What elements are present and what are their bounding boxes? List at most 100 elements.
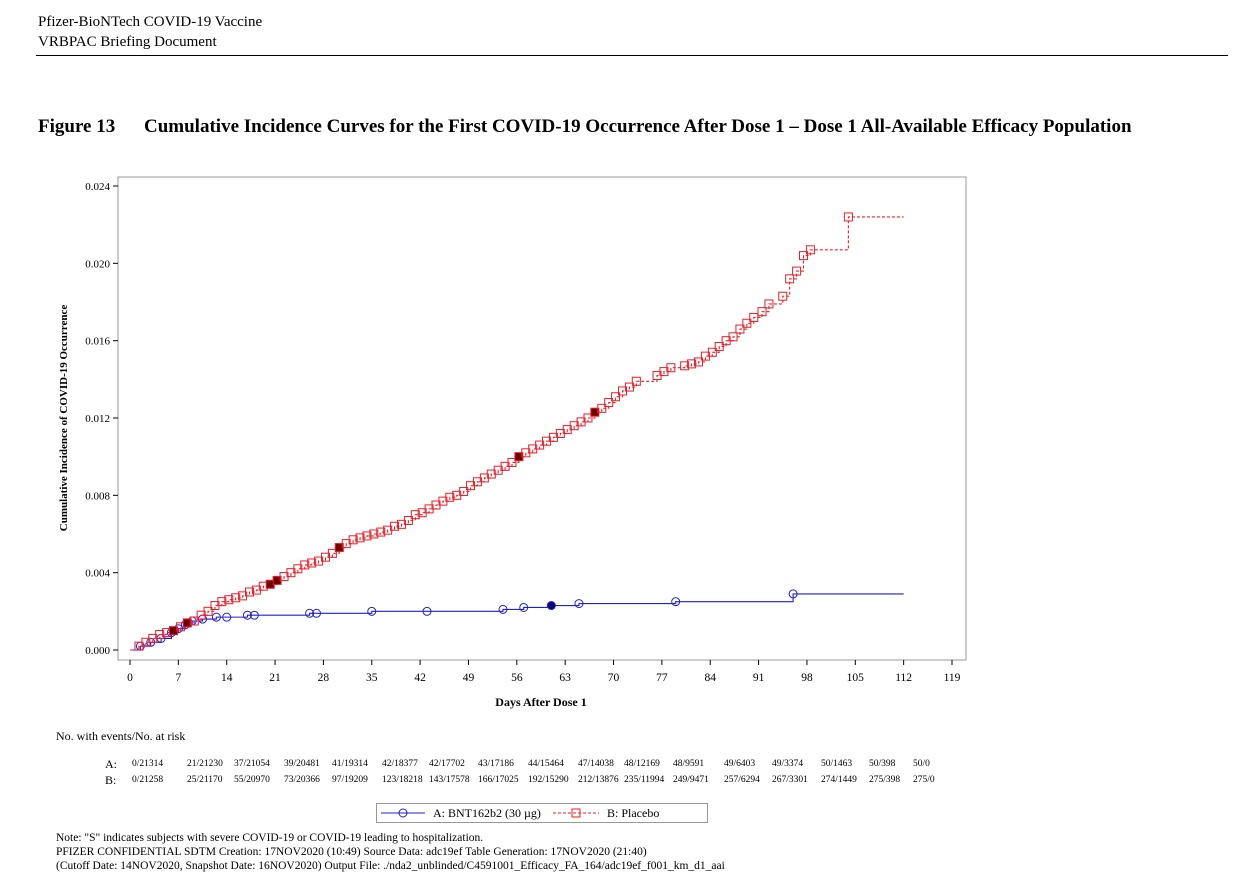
risk-cell: 44/15464: [528, 759, 564, 769]
series-line-1: [130, 216, 904, 651]
risk-cell: 212/13876: [578, 775, 619, 785]
series-0-point-11: [242, 610, 252, 620]
series-1-point-72: [624, 382, 634, 392]
series-1-point-76: [666, 363, 676, 373]
series-1-point-36: [376, 527, 386, 537]
legend-graphics: A: BNT162b2 (30 µg) B: Placebo: [381, 806, 659, 820]
risk-cell: 73/20366: [284, 775, 320, 785]
risk-cell: 274/1449: [821, 775, 857, 785]
risk-cell: 39/20481: [284, 759, 320, 769]
header-line-2: VRBPAC Briefing Document: [38, 34, 217, 50]
series-0-point-12: [249, 610, 259, 620]
x-tick-label-16: 112: [895, 672, 912, 684]
risk-cell: 97/19209: [332, 775, 368, 785]
series-1-point-70: [611, 392, 621, 402]
x-tick-label-4: 28: [318, 672, 330, 684]
series-1-point-35: [369, 529, 379, 539]
series-1-point-41: [410, 510, 420, 520]
series-0-point-9: [211, 612, 221, 622]
series-1-point-79: [693, 357, 703, 367]
risk-cell: 43/17186: [478, 759, 514, 769]
risk-cell: 25/21170: [187, 775, 223, 785]
series-0-point-19: [546, 601, 556, 611]
series-1-point-17: [245, 587, 255, 597]
x-tick-label-3: 21: [269, 672, 281, 684]
risk-cell: 47/14038: [578, 759, 614, 769]
header-rule: [36, 55, 1228, 56]
y-tick-label-6: 0.024: [85, 181, 110, 193]
series-0-point-18: [519, 602, 529, 612]
series-0-point-17: [498, 604, 508, 614]
figure-title: Figure 13 Cumulative Incidence Curves for…: [38, 115, 1218, 138]
series-1-point-87: [749, 312, 759, 322]
risk-cell: 49/6403: [724, 759, 756, 769]
series-1-point-73: [631, 376, 641, 386]
risk-cell: 48/12169: [624, 759, 660, 769]
risk-cell: 55/20970: [234, 775, 270, 785]
series-0-point-13: [305, 608, 315, 618]
risk-cell: 143/17578: [429, 775, 470, 785]
risk-cell: 50/0: [913, 759, 930, 769]
series-0-point-14: [312, 608, 322, 618]
risk-cell: 42/17702: [429, 759, 465, 769]
risk-table-title: No. with events/No. at risk: [56, 729, 186, 743]
y-tick-label-0: 0.000: [85, 645, 110, 657]
risk-cell: 257/6294: [724, 775, 760, 785]
risk-cell: 50/1463: [821, 759, 853, 769]
y-tick-label-5: 0.020: [85, 258, 110, 270]
series-1-point-86: [742, 318, 752, 328]
series-1-point-81: [707, 347, 717, 357]
risk-cell: 42/18377: [382, 759, 418, 769]
series-0-point-22: [788, 589, 798, 599]
x-tick-label-11: 77: [656, 672, 668, 684]
series-1-point-91: [785, 274, 795, 284]
risk-cell: 275/0: [913, 775, 935, 785]
risk-cell: 21/21230: [187, 759, 223, 769]
series-1-point-92: [792, 266, 802, 276]
series-1-point-66: [583, 413, 593, 423]
series-1-point-55: [507, 457, 517, 467]
risk-cell: 48/9591: [673, 759, 705, 769]
series-1-point-38: [390, 521, 400, 531]
series-1-point-69: [604, 398, 614, 408]
series-1-point-95: [843, 212, 853, 222]
risk-cell: 37/21054: [234, 759, 270, 769]
series-0-point-21: [671, 597, 681, 607]
x-tick-label-1: 7: [175, 672, 181, 684]
series-1-point-78: [687, 359, 697, 369]
x-tick-label-7: 49: [463, 672, 475, 684]
series-1-point-8: [182, 618, 192, 628]
series-1-point-11: [203, 606, 213, 616]
risk-cell: 166/17025: [478, 775, 519, 785]
footnote-3: (Cutoff Date: 14NOV2020, Snapshot Date: …: [56, 860, 725, 872]
risk-cell: 192/15290: [528, 775, 569, 785]
y-tick-label-3: 0.012: [85, 413, 110, 425]
series-1-point-68: [597, 403, 607, 413]
risk-row-label: A:: [105, 757, 117, 771]
risk-cell: 235/11994: [624, 775, 665, 785]
x-tick-label-0: 0: [127, 672, 133, 684]
series-1-point-9: [189, 616, 199, 626]
x-tick-label-14: 98: [801, 672, 813, 684]
document-header: Pfizer-BioNTech COVID-19 Vaccine VRBPAC …: [38, 12, 262, 52]
x-tick-label-17: 119: [944, 672, 961, 684]
risk-cell: 50/398: [869, 759, 896, 769]
series-1-point-29: [327, 548, 337, 558]
series-1-point-14: [224, 595, 234, 605]
footnote-2: PFIZER CONFIDENTIAL SDTM Creation: 17NOV…: [56, 846, 647, 858]
series-0-point-16: [422, 606, 432, 616]
series-1-point-48: [459, 486, 469, 496]
series-1-point-84: [728, 332, 738, 342]
series-1-point-15: [231, 593, 241, 603]
x-axis-label: Days After Dose 1: [495, 695, 586, 709]
series-0-point-10: [222, 612, 232, 622]
series-1-point-25: [300, 560, 310, 570]
y-axis-label: Cumulative Incidence of COVID-19 Occurre…: [58, 305, 70, 532]
legend-label-b: B: Placebo: [607, 806, 659, 820]
x-tick-label-10: 70: [608, 672, 620, 684]
series-1-point-77: [680, 361, 690, 371]
series-1-point-13: [217, 597, 227, 607]
series-1-point-34: [362, 531, 372, 541]
risk-row-label: B:: [105, 773, 117, 787]
